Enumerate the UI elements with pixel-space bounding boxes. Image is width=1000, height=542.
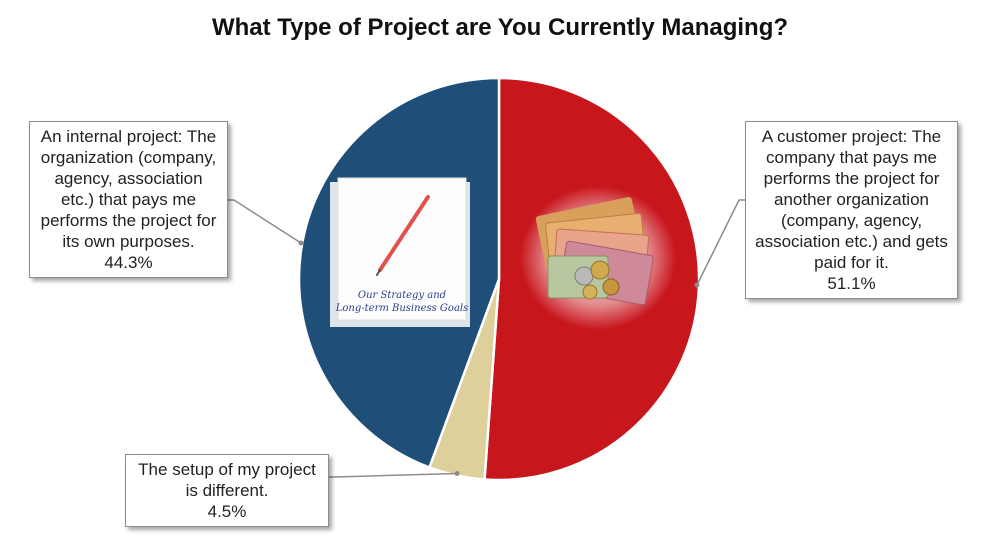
leader-line-customer bbox=[696, 199, 745, 286]
leader-line-internal bbox=[228, 199, 302, 244]
coin-icon bbox=[574, 266, 594, 286]
callout-customer-label: A customer project: The company that pay… bbox=[755, 127, 948, 272]
chart-title: What Type of Project are You Currently M… bbox=[211, 14, 789, 41]
callout-different-value: 4.5% bbox=[207, 502, 247, 521]
strategy-note-line-1: Our Strategy and bbox=[358, 290, 446, 301]
callout-internal-value: 44.3% bbox=[104, 253, 153, 272]
leader-line-internal-dot bbox=[298, 240, 304, 246]
callout-customer-project: A customer project: The company that pay… bbox=[745, 121, 958, 299]
money-illustration bbox=[520, 186, 676, 330]
leader-line-different bbox=[329, 472, 458, 478]
strategy-note-line-2: Long-term Business Goals bbox=[335, 303, 468, 314]
callout-different-setup: The setup of my project is different. 4.… bbox=[125, 454, 329, 527]
leader-line-customer-dot bbox=[694, 282, 700, 288]
callout-internal-label: An internal project: The organization (c… bbox=[40, 127, 217, 251]
callout-different-label: The setup of my project is different. bbox=[138, 460, 316, 500]
strategy-paper-illustration: Our Strategy and Long-term Business Goal… bbox=[330, 177, 470, 327]
callout-internal-project: An internal project: The organization (c… bbox=[29, 121, 228, 278]
pencil-icon bbox=[378, 195, 430, 272]
leader-line-different-dot bbox=[454, 471, 460, 476]
callout-customer-value: 51.1% bbox=[827, 274, 876, 293]
